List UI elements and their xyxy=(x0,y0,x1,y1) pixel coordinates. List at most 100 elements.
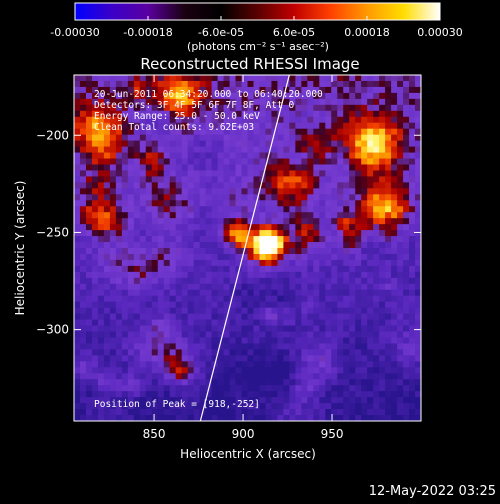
heatmap-cell xyxy=(103,271,111,279)
heatmap-cell xyxy=(187,337,195,344)
heatmap-cell xyxy=(313,176,320,183)
heatmap-cell xyxy=(295,289,302,297)
heatmap-cell xyxy=(241,206,248,213)
heatmap-cell xyxy=(151,140,159,147)
heatmap-cell xyxy=(97,349,105,356)
heatmap-cell xyxy=(229,313,236,320)
heatmap-cell xyxy=(115,307,123,315)
heatmap-cell xyxy=(259,182,266,189)
heatmap-cell xyxy=(265,391,272,398)
heatmap-cell xyxy=(91,313,99,320)
heatmap-cell xyxy=(103,379,111,386)
heatmap-cell xyxy=(307,355,314,362)
heatmap-cell xyxy=(313,110,320,118)
heatmap-cell xyxy=(91,236,99,243)
heatmap-cell xyxy=(175,75,183,82)
heatmap-cell xyxy=(91,140,99,147)
heatmap-cell xyxy=(301,343,308,350)
heatmap-cell xyxy=(259,75,266,82)
heatmap-cell xyxy=(115,343,123,350)
heatmap-cell xyxy=(319,379,326,386)
heatmap-cell xyxy=(271,236,278,243)
heatmap-cell xyxy=(97,289,105,297)
heatmap-cell xyxy=(319,331,326,338)
heatmap-cell xyxy=(145,331,153,338)
heatmap-cell xyxy=(133,158,141,165)
heatmap-cell xyxy=(175,164,183,171)
heatmap-cell xyxy=(145,122,153,130)
heatmap-cell xyxy=(385,373,392,380)
heatmap-cell xyxy=(193,295,201,303)
heatmap-cell xyxy=(223,140,230,147)
heatmap-cell xyxy=(151,265,159,273)
heatmap-cell xyxy=(349,116,356,124)
heatmap-cell xyxy=(199,295,207,303)
heatmap-cell xyxy=(253,158,260,165)
heatmap-cell xyxy=(163,140,171,147)
heatmap-cell xyxy=(127,146,135,153)
heatmap-cell xyxy=(391,200,398,207)
heatmap-cell xyxy=(97,200,105,207)
heatmap-cell xyxy=(121,140,129,147)
heatmap-cell xyxy=(157,307,165,315)
heatmap-cell xyxy=(391,146,398,153)
heatmap-cell xyxy=(145,92,153,100)
heatmap-cell xyxy=(259,134,266,142)
heatmap-cell xyxy=(277,283,284,291)
heatmap-cell xyxy=(193,259,201,267)
heatmap-cell xyxy=(229,349,236,356)
heatmap-cell xyxy=(157,397,165,404)
heatmap-cell xyxy=(265,271,272,279)
heatmap-cell xyxy=(235,259,242,267)
heatmap-cell xyxy=(235,122,242,130)
heatmap-cell xyxy=(349,194,356,201)
heatmap-cell xyxy=(301,200,308,207)
heatmap-cell xyxy=(115,206,123,213)
heatmap-cell xyxy=(223,152,230,159)
heatmap-cell xyxy=(259,355,266,362)
heatmap-cell xyxy=(175,337,183,344)
heatmap-cell xyxy=(301,373,308,380)
heatmap-cell xyxy=(349,343,356,350)
heatmap-cell xyxy=(223,98,230,106)
heatmap-cell xyxy=(205,259,212,267)
heatmap-cell xyxy=(253,75,260,82)
heatmap-cell xyxy=(295,188,302,195)
heatmap-cell xyxy=(247,289,254,297)
heatmap-cell xyxy=(259,152,266,159)
heatmap-cell xyxy=(217,92,224,100)
heatmap-cell xyxy=(391,158,398,165)
heatmap-cell xyxy=(253,379,260,386)
heatmap-cell xyxy=(301,313,308,320)
heatmap-cell xyxy=(121,182,129,189)
heatmap-cell xyxy=(229,373,236,380)
heatmap-cell xyxy=(169,86,177,94)
heatmap-cell xyxy=(307,307,314,315)
heatmap-cell xyxy=(397,75,404,82)
heatmap-cell xyxy=(271,385,278,392)
heatmap-cell xyxy=(253,98,260,106)
heatmap-cell xyxy=(235,170,242,177)
heatmap-cell xyxy=(373,188,380,195)
heatmap-cell xyxy=(109,140,117,147)
heatmap-cell xyxy=(109,265,117,273)
heatmap-cell xyxy=(349,379,356,386)
heatmap-cell xyxy=(175,379,183,386)
heatmap-cell xyxy=(259,361,266,368)
heatmap-cell xyxy=(223,295,230,303)
heatmap-cell xyxy=(349,289,356,297)
heatmap-cell xyxy=(97,218,105,225)
heatmap-cell xyxy=(223,361,230,368)
heatmap-cell xyxy=(391,349,398,356)
heatmap-cell xyxy=(361,200,368,207)
heatmap-cell xyxy=(253,242,260,249)
heatmap-cell xyxy=(313,259,320,267)
heatmap-cell xyxy=(103,319,111,326)
heatmap-cell xyxy=(127,110,135,118)
heatmap-cell xyxy=(397,283,404,291)
heatmap-cell xyxy=(247,409,254,416)
heatmap-cell xyxy=(157,289,165,297)
heatmap-cell xyxy=(205,313,212,320)
heatmap-cell xyxy=(349,277,356,285)
heatmap-cell xyxy=(271,75,278,82)
